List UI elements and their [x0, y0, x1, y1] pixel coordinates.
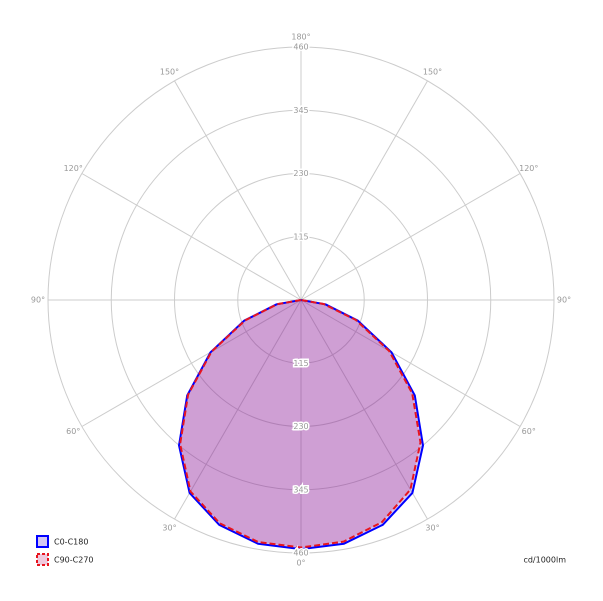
angle-label: 90°: [557, 296, 571, 305]
r-tick-label: 345: [293, 106, 308, 115]
grid-spoke: [300, 80, 428, 301]
series-line: [178, 299, 424, 551]
r-tick-label: 345: [293, 485, 308, 494]
series-line: [179, 299, 422, 549]
angle-label: 0°: [296, 559, 305, 568]
r-tick-label: 460: [293, 549, 308, 558]
angle-label: 60°: [66, 427, 80, 436]
angle-label: 150°: [423, 68, 442, 77]
series-area: [180, 300, 421, 548]
r-tick-label: 460: [293, 43, 308, 52]
legend: C0-C180 C90-C270: [36, 535, 94, 566]
grid-spoke: [300, 173, 521, 301]
angle-label: 150°: [160, 68, 179, 77]
angle-label: 120°: [64, 164, 83, 173]
r-tick-label: 230: [293, 169, 308, 178]
angle-label: 30°: [425, 523, 439, 532]
angle-label: 180°: [291, 33, 310, 42]
legend-label: C90-C270: [54, 556, 94, 565]
r-tick-label: 230: [293, 422, 308, 431]
grid-spoke: [300, 299, 428, 520]
legend-label: C0-C180: [54, 538, 88, 547]
series-area: [179, 300, 423, 550]
grid-spoke: [81, 173, 302, 301]
legend-swatch: [36, 553, 49, 566]
angle-label: 90°: [31, 296, 45, 305]
legend-swatch: [36, 535, 49, 548]
unit-label: cd/1000lm: [523, 556, 566, 565]
grid-spoke: [300, 299, 521, 427]
r-tick-label: 115: [293, 232, 308, 241]
grid-spoke: [174, 80, 302, 301]
r-tick-label: 115: [293, 359, 308, 368]
angle-label: 120°: [519, 164, 538, 173]
angle-label: 60°: [522, 427, 536, 436]
grid-spoke: [81, 299, 302, 427]
grid-spoke: [174, 299, 302, 520]
angle-label: 30°: [162, 523, 176, 532]
